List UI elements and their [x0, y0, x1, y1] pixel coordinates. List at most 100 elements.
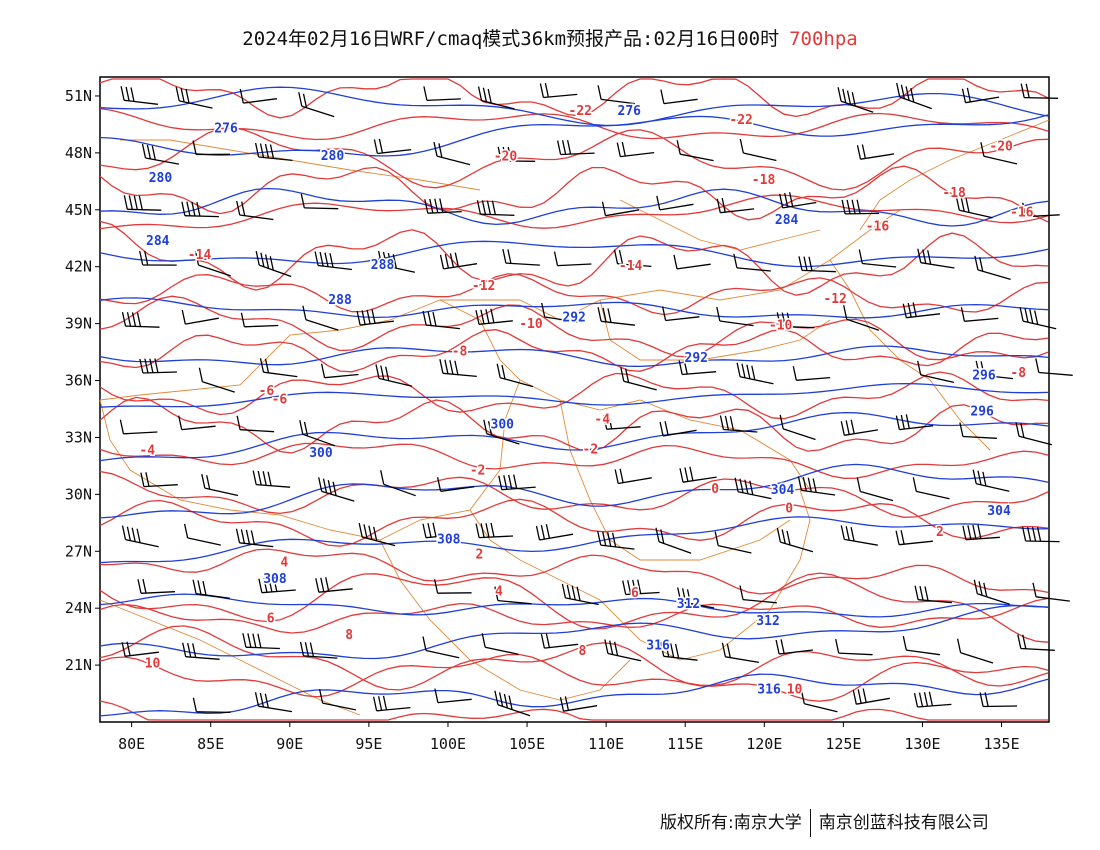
barb-feather	[751, 365, 756, 380]
barb-feather	[781, 312, 786, 327]
barb-staff	[362, 536, 396, 547]
wind-barb	[242, 633, 280, 650]
barb-feather	[983, 582, 988, 598]
barb-staff	[425, 649, 460, 659]
barb-feather	[561, 583, 567, 599]
wind-barb	[616, 141, 655, 158]
barb-feather	[684, 467, 689, 482]
contour-labels: -22-22-20-20-18-18-16-16-14-14-12-12-10-…	[138, 103, 1035, 700]
wind-barb	[481, 633, 519, 655]
height-label: 280	[149, 171, 173, 186]
barb-feather	[192, 697, 198, 712]
temperature-label: -22	[569, 104, 592, 119]
barb-feather	[269, 144, 275, 159]
barb-feather	[257, 633, 262, 648]
barb-feather	[553, 251, 559, 266]
barb-feather	[604, 639, 609, 654]
temperature-label: -14	[188, 248, 212, 263]
barb-feather	[123, 195, 128, 210]
geopotential-height-line	[99, 297, 1049, 319]
barb-feather	[131, 312, 137, 327]
barb-staff	[243, 98, 278, 104]
barb-feather	[264, 143, 270, 159]
temperature-isotherm	[99, 273, 1049, 316]
height-label: 276	[214, 122, 238, 137]
barb-staff	[680, 153, 714, 162]
wind-barb	[192, 579, 230, 599]
barb-feather	[262, 471, 267, 486]
lat-tick-label: 33N	[65, 428, 92, 446]
barb-feather	[322, 478, 328, 493]
barb-feather	[247, 633, 252, 648]
lat-tick-label: 36N	[65, 372, 92, 390]
barb-feather	[1025, 83, 1030, 98]
latitude-axis: 21N 24N 27N 30N 33N 36N 39N 42N 45N 48N 51N	[65, 87, 100, 674]
wind-barb	[561, 583, 599, 606]
barb-feather	[332, 481, 337, 496]
barb-feather	[181, 201, 186, 216]
barb-feather	[556, 140, 562, 155]
temperature-label: -8	[452, 345, 468, 360]
barb-feather	[449, 253, 455, 268]
barb-feather	[972, 469, 977, 484]
barb-feather	[850, 419, 855, 434]
barb-staff	[739, 376, 774, 385]
barb-feather	[603, 415, 608, 430]
barb-feather	[358, 522, 363, 538]
barb-staff	[1018, 435, 1053, 446]
barb-staff	[258, 705, 293, 713]
temperature-label: -16	[1010, 206, 1034, 221]
barb-feather	[807, 477, 812, 492]
wind-barb	[895, 530, 933, 546]
wind-barb	[496, 363, 534, 388]
barb-feather	[734, 477, 739, 492]
barb-feather	[545, 633, 551, 648]
barb-feather	[327, 480, 332, 495]
barb-feather	[544, 82, 550, 98]
barb-feather	[254, 142, 260, 158]
wind-barb	[120, 86, 158, 105]
barb-staff	[606, 426, 641, 430]
barb-staff	[720, 208, 755, 214]
wind-barb	[1020, 83, 1059, 99]
barb-feather	[487, 88, 492, 104]
barb-staff	[185, 656, 220, 660]
temperature-label: -12	[472, 279, 495, 294]
barb-feather	[1017, 634, 1022, 649]
barb-feather	[154, 358, 159, 373]
barb-feather	[259, 358, 265, 373]
wind-barb	[858, 249, 897, 268]
barb-feather	[119, 419, 125, 434]
wind-barb	[433, 141, 471, 166]
barb-staff	[665, 316, 700, 322]
wind-barb	[716, 306, 754, 327]
wind-barb	[779, 192, 817, 209]
barb-feather	[1035, 358, 1040, 373]
barb-feather	[802, 476, 807, 492]
wind-barb	[962, 524, 1000, 541]
barb-feather	[315, 578, 320, 593]
wind-barb	[1035, 358, 1073, 376]
barb-feather	[858, 249, 863, 264]
lon-tick-label: 90E	[276, 735, 303, 753]
barb-feather	[302, 93, 308, 108]
barb-staff	[782, 201, 817, 209]
barb-staff	[899, 96, 932, 110]
copyright-left: 版权所有:南京大学	[660, 813, 802, 833]
barb-staff	[916, 490, 950, 500]
wind-barb	[139, 358, 177, 374]
barb-staff	[179, 100, 213, 109]
barb-staff	[125, 325, 160, 328]
barb-feather	[779, 193, 784, 209]
wind-barb	[837, 87, 874, 113]
barb-feather	[141, 143, 147, 159]
barb-feather	[392, 254, 397, 269]
lat-tick-label: 30N	[65, 485, 92, 503]
barb-feather	[541, 302, 546, 318]
barb-feather	[503, 475, 508, 490]
barb-staff	[977, 269, 1011, 281]
wind-barb	[840, 525, 878, 546]
barb-staff	[383, 483, 416, 497]
barb-feather	[910, 87, 915, 103]
wind-barb	[314, 251, 352, 271]
